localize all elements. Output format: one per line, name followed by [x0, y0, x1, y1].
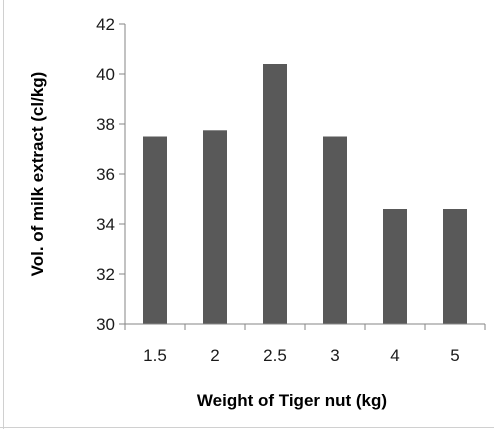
- bar-5: [443, 209, 467, 324]
- x-tick-label: 2: [210, 346, 219, 365]
- x-tick-label: 1.5: [143, 346, 167, 365]
- bars-layer: [143, 64, 467, 325]
- y-axis-title: Vol. of milk extract (cl/kg): [28, 72, 47, 277]
- y-tick-label: 32: [96, 265, 115, 284]
- x-tick-label: 4: [390, 346, 399, 365]
- y-tick-label: 38: [96, 115, 115, 134]
- bar-1-5: [143, 136, 167, 324]
- y-tick-label: 40: [96, 65, 115, 84]
- bar-3: [323, 136, 347, 324]
- y-tick-label: 36: [96, 165, 115, 184]
- bar-2: [203, 130, 227, 325]
- y-ticks-layer: 30 32 34 36 38 40 42: [96, 15, 125, 334]
- x-tick-label: 2.5: [263, 346, 287, 365]
- x-tick-label: 3: [330, 346, 339, 365]
- x-ticks-layer: 1.5 2 2.5 3 4 5: [124, 324, 486, 365]
- x-tick-label: 5: [450, 346, 459, 365]
- bar-2-5: [263, 64, 287, 324]
- bar-4: [383, 209, 407, 324]
- y-tick-label: 34: [96, 215, 115, 234]
- y-tick-label: 30: [96, 315, 115, 334]
- y-tick-label: 42: [96, 15, 115, 34]
- x-axis-title: Weight of Tiger nut (kg): [197, 391, 387, 410]
